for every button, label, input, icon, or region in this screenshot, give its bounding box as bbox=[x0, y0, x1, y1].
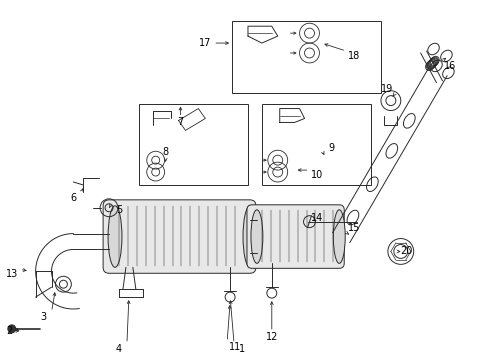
Text: 19: 19 bbox=[381, 84, 393, 94]
Text: 7: 7 bbox=[177, 117, 184, 127]
Ellipse shape bbox=[243, 206, 257, 267]
Text: 6: 6 bbox=[70, 193, 76, 203]
Ellipse shape bbox=[251, 210, 263, 264]
Text: 15: 15 bbox=[348, 222, 360, 233]
Text: 5: 5 bbox=[116, 205, 122, 215]
FancyBboxPatch shape bbox=[103, 200, 256, 273]
Text: 11: 11 bbox=[229, 342, 241, 352]
Bar bbox=[139, 104, 248, 185]
Circle shape bbox=[8, 325, 16, 333]
Text: 17: 17 bbox=[199, 38, 212, 48]
Bar bbox=[262, 104, 371, 185]
FancyBboxPatch shape bbox=[247, 205, 344, 268]
Text: 1: 1 bbox=[239, 344, 245, 354]
Text: 12: 12 bbox=[266, 332, 278, 342]
Ellipse shape bbox=[108, 206, 122, 267]
Text: 16: 16 bbox=[444, 61, 457, 71]
Text: 20: 20 bbox=[400, 247, 413, 256]
Bar bbox=[232, 21, 381, 93]
Text: 4: 4 bbox=[116, 344, 122, 354]
Text: 13: 13 bbox=[6, 269, 18, 279]
Text: 2: 2 bbox=[7, 326, 13, 336]
Text: 3: 3 bbox=[41, 312, 47, 322]
Text: 8: 8 bbox=[163, 147, 169, 157]
Text: 10: 10 bbox=[311, 170, 323, 180]
Text: 14: 14 bbox=[311, 213, 323, 223]
Text: 9: 9 bbox=[328, 143, 334, 153]
Ellipse shape bbox=[333, 210, 345, 264]
Text: 18: 18 bbox=[348, 51, 360, 61]
